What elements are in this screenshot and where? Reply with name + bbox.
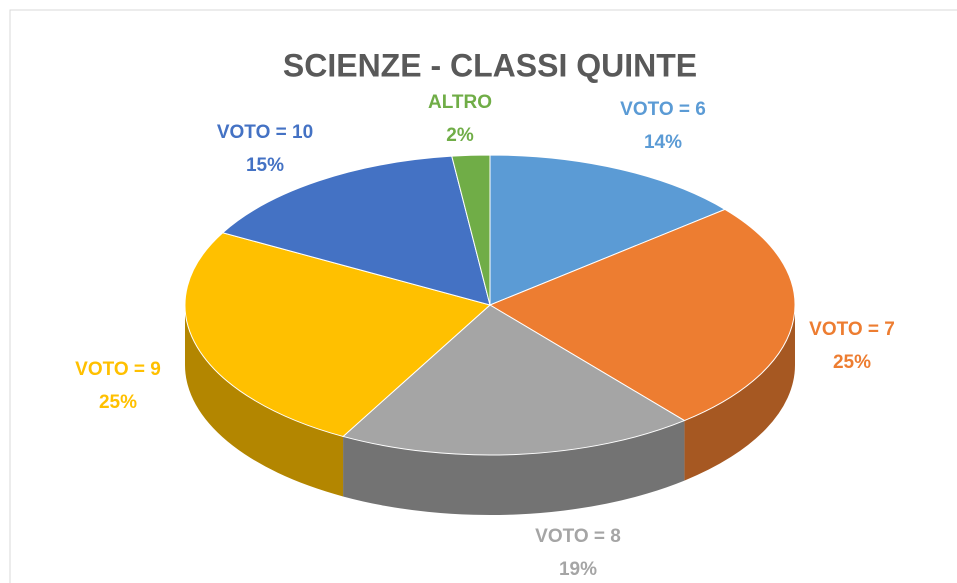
slice-label: VOTO = 8: [535, 526, 621, 547]
slice-label: VOTO = 9: [75, 359, 161, 380]
slice: [184, 232, 492, 437]
slice-value-label: 15%: [246, 155, 284, 176]
slice-label: VOTO = 7: [809, 319, 895, 340]
slice-label: ALTRO: [428, 92, 492, 113]
slice: [221, 155, 491, 306]
slice-value-label: 25%: [833, 352, 871, 373]
slice-label: VOTO = 10: [217, 122, 313, 143]
chart-title: SCIENZE - CLASSI QUINTE: [283, 47, 697, 83]
slice-value-label: 19%: [559, 559, 597, 580]
slice: [488, 208, 796, 422]
slice: [342, 304, 686, 456]
slice-side: [185, 305, 344, 497]
slice-value-label: 2%: [446, 125, 474, 146]
slice-value-label: 14%: [644, 132, 682, 153]
slice-value-label: 25%: [99, 392, 137, 413]
slice-side: [343, 420, 685, 515]
slice: [451, 154, 491, 306]
slice: [489, 154, 727, 306]
slice-label: VOTO = 6: [620, 99, 706, 120]
slice-side: [684, 305, 795, 481]
